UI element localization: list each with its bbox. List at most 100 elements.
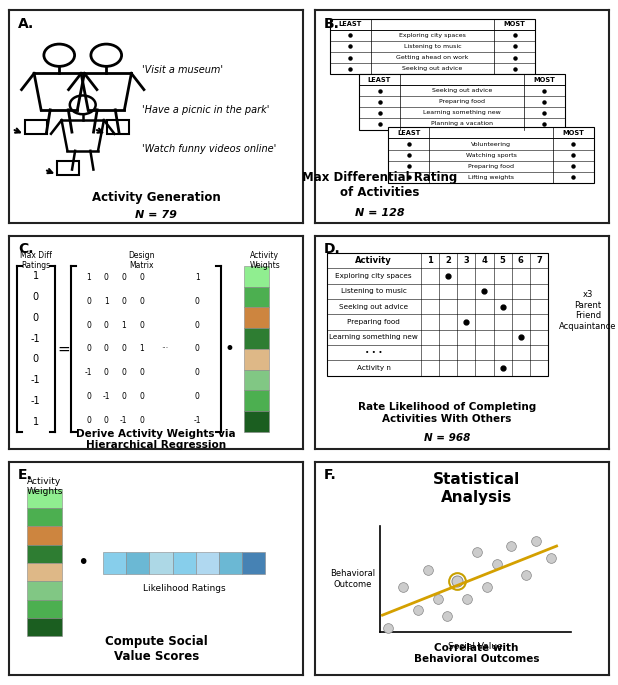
Bar (244, 370, 269, 390)
Text: LEAST: LEAST (339, 21, 362, 27)
Text: Seeking out advice: Seeking out advice (339, 303, 408, 310)
Text: D.: D. (324, 242, 341, 256)
Text: 0: 0 (139, 368, 144, 377)
Text: •: • (77, 553, 88, 573)
Text: 0: 0 (139, 321, 144, 329)
Text: Behavioral
Outcome: Behavioral Outcome (330, 569, 375, 588)
Text: 0: 0 (121, 297, 126, 306)
Bar (150, 552, 172, 573)
Text: =: = (57, 341, 70, 356)
Text: 0: 0 (121, 392, 126, 401)
Text: Preparing food: Preparing food (439, 99, 485, 104)
Text: 0: 0 (195, 321, 200, 329)
Text: 0: 0 (86, 392, 91, 401)
Bar (27, 582, 62, 599)
Bar (244, 286, 269, 308)
Text: 1: 1 (122, 321, 126, 329)
Bar (327, 253, 548, 375)
Text: Listening to music: Listening to music (341, 288, 407, 295)
Text: Max Diff
Ratings: Max Diff Ratings (20, 251, 52, 271)
Text: • • •: • • • (365, 350, 383, 356)
Text: Activity Generation: Activity Generation (92, 191, 221, 204)
Text: 0: 0 (104, 345, 109, 353)
Text: LEAST: LEAST (368, 77, 391, 83)
Text: 0: 0 (104, 321, 109, 329)
Text: 0: 0 (104, 416, 109, 425)
Text: Listening to music: Listening to music (404, 44, 461, 49)
Bar (103, 552, 127, 573)
Text: Max Differential Rating
of Activities: Max Differential Rating of Activities (302, 171, 457, 199)
Text: Learning something new: Learning something new (329, 334, 418, 340)
Text: Seeking out advice: Seeking out advice (432, 88, 492, 93)
Text: Learning something new: Learning something new (423, 110, 501, 116)
Text: -1: -1 (193, 416, 201, 425)
Text: 0: 0 (195, 368, 200, 377)
Text: Lifting weights: Lifting weights (468, 175, 514, 179)
Text: 0: 0 (86, 345, 91, 353)
Text: 0: 0 (86, 416, 91, 425)
Bar (27, 490, 62, 508)
Text: -1: -1 (85, 368, 92, 377)
Text: 0: 0 (104, 273, 109, 282)
Text: 1: 1 (33, 416, 39, 427)
Text: C.: C. (18, 242, 33, 256)
Bar (27, 526, 62, 545)
Text: A.: A. (18, 16, 35, 31)
Text: LEAST: LEAST (397, 130, 421, 136)
Bar (27, 508, 62, 526)
Bar (244, 308, 269, 328)
Text: 0: 0 (33, 313, 39, 323)
Bar (359, 74, 565, 129)
Text: B.: B. (324, 16, 339, 31)
Text: Likelihood Ratings: Likelihood Ratings (143, 584, 226, 593)
Text: Exploring city spaces: Exploring city spaces (399, 33, 466, 38)
Text: Watching sports: Watching sports (466, 153, 517, 158)
Text: 1: 1 (139, 345, 144, 353)
Text: 'Watch funny videos online': 'Watch funny videos online' (142, 144, 276, 153)
Text: 'Visit a museum': 'Visit a museum' (142, 65, 222, 75)
Text: 4: 4 (481, 256, 488, 265)
Text: Compute Social
Value Scores: Compute Social Value Scores (105, 635, 208, 663)
Text: 2: 2 (445, 256, 451, 265)
Text: Statistical
Analysis: Statistical Analysis (433, 473, 520, 505)
Text: 'Have a picnic in the park': 'Have a picnic in the park' (142, 105, 269, 115)
Text: 5: 5 (500, 256, 506, 265)
Text: Correlate with
Behavioral Outcomes: Correlate with Behavioral Outcomes (413, 643, 540, 664)
Text: 0: 0 (121, 368, 126, 377)
Bar (244, 266, 269, 286)
Text: Exploring city spaces: Exploring city spaces (336, 273, 412, 279)
Text: 0: 0 (121, 345, 126, 353)
Text: Derive Activity Weights via
Hierarchical Regression: Derive Activity Weights via Hierarchical… (77, 429, 236, 450)
Text: -1: -1 (120, 416, 128, 425)
Text: E.: E. (18, 468, 33, 482)
Text: •: • (225, 340, 235, 358)
Text: 0: 0 (139, 273, 144, 282)
Text: 0: 0 (86, 321, 91, 329)
Bar (242, 552, 265, 573)
Bar (107, 121, 129, 134)
Text: Planning a vacation: Planning a vacation (431, 121, 493, 127)
Text: 0: 0 (33, 354, 39, 364)
Text: N = 79: N = 79 (135, 210, 177, 220)
Text: -1: -1 (103, 392, 110, 401)
Bar (27, 599, 62, 618)
Text: Volunteering: Volunteering (471, 142, 511, 147)
Bar (27, 563, 62, 582)
Text: 0: 0 (104, 368, 109, 377)
Text: Preparing food: Preparing food (468, 164, 514, 169)
Bar (172, 552, 196, 573)
Text: F.: F. (324, 468, 336, 482)
Text: MOST: MOST (562, 130, 585, 136)
Text: 3: 3 (464, 256, 469, 265)
Text: Activity n: Activity n (357, 365, 391, 371)
Bar (57, 161, 79, 175)
Text: 1: 1 (427, 256, 433, 265)
Bar (25, 121, 47, 134)
Bar (244, 328, 269, 349)
Text: x3
Parent
Friend
Acquaintance: x3 Parent Friend Acquaintance (559, 290, 617, 331)
Text: Preparing food: Preparing food (347, 319, 400, 325)
Text: 1: 1 (104, 297, 109, 306)
Text: Seeking out advice: Seeking out advice (402, 66, 462, 71)
Bar (388, 127, 594, 183)
Text: Rate Likelihood of Completing
Activities With Others: Rate Likelihood of Completing Activities… (358, 402, 536, 423)
